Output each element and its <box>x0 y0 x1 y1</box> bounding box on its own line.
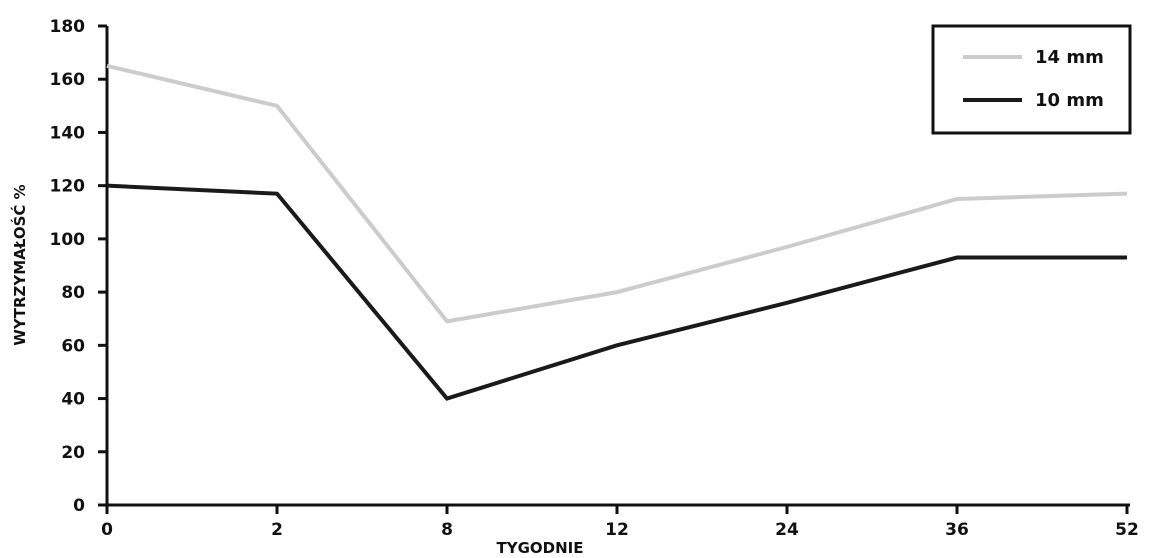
y-tick-label: 20 <box>61 443 85 463</box>
x-axis-ticks: 0 2 8 12 24 36 52 <box>101 505 1139 540</box>
y-tick-label: 140 <box>50 123 86 143</box>
x-tick-label: 0 <box>101 520 113 540</box>
y-tick-label: 100 <box>50 230 86 250</box>
y-tick-label: 0 <box>73 496 85 516</box>
legend-box <box>931 24 1132 135</box>
y-tick-label: 160 <box>50 70 86 90</box>
y-axis-title: WYTRZYMAŁOŚĆ % <box>10 184 29 345</box>
x-tick-label: 2 <box>271 520 283 540</box>
y-tick-label: 120 <box>50 177 86 197</box>
series-line-14mm <box>106 63 1128 324</box>
x-tick-label: 8 <box>441 520 453 540</box>
x-tick-label: 24 <box>775 520 799 540</box>
y-axis-ticks: 0 20 40 60 80 100 120 140 160 180 <box>50 17 107 516</box>
legend-label-10mm: 10 mm <box>1035 90 1104 111</box>
x-axis-title: TYGODNIE <box>497 539 584 557</box>
x-tick-label: 36 <box>945 520 969 540</box>
series-line-10mm <box>106 183 1127 401</box>
series-lines <box>106 63 1128 401</box>
y-tick-label: 80 <box>61 283 85 303</box>
y-tick-label: 180 <box>50 17 86 37</box>
legend-label-14mm: 14 mm <box>1035 47 1104 68</box>
y-tick-label: 40 <box>61 390 85 410</box>
x-tick-label: 12 <box>605 520 629 540</box>
y-tick-label: 60 <box>61 336 85 356</box>
legend: 14 mm 10 mm <box>931 24 1132 135</box>
x-tick-label: 52 <box>1115 520 1139 540</box>
